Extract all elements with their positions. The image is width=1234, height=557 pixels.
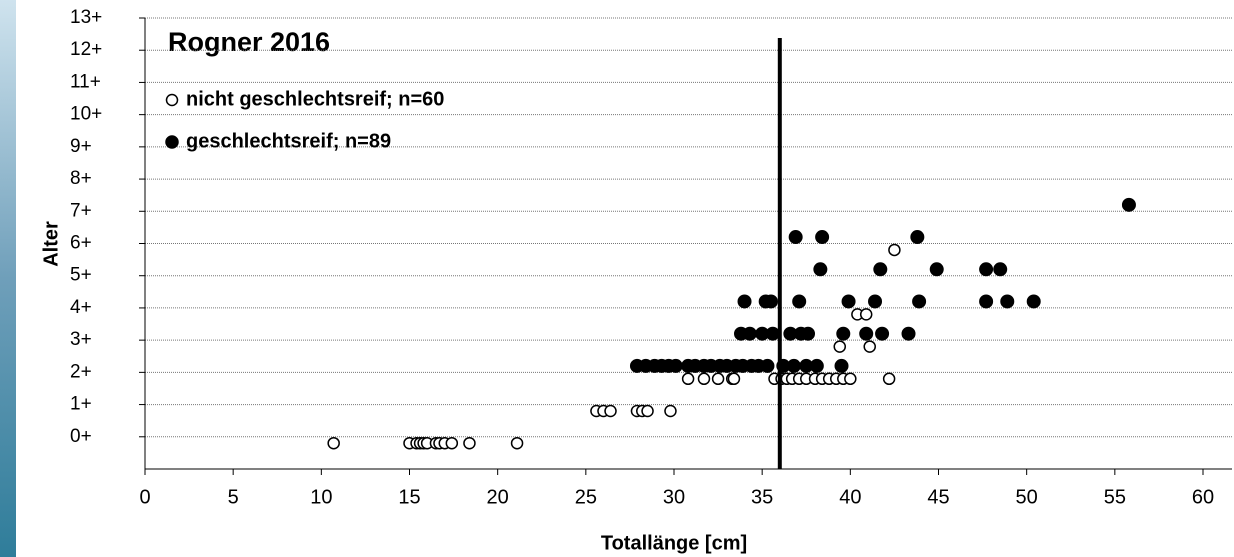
y-axis-label: Alter [40, 221, 62, 267]
y-tick-label: 10+ [70, 104, 102, 125]
point [859, 326, 874, 341]
x-tick-label: 35 [751, 486, 773, 508]
point [801, 326, 816, 341]
x-tick-label: 20 [487, 486, 509, 508]
x-tick-label: 30 [663, 486, 685, 508]
point [727, 372, 741, 386]
point [863, 340, 876, 353]
x-tick-label: 25 [575, 486, 597, 508]
point [834, 358, 849, 373]
point [882, 372, 896, 386]
point [841, 294, 856, 309]
point [786, 358, 801, 373]
y-tick-label: 13+ [70, 7, 102, 28]
y-tick-label: 6+ [70, 233, 92, 254]
point [910, 230, 925, 245]
point [327, 436, 340, 450]
y-tick-label: 9+ [70, 136, 92, 157]
point [1000, 294, 1015, 309]
point [929, 262, 944, 277]
point [604, 404, 617, 418]
point [979, 262, 994, 277]
point [510, 436, 524, 450]
x-tick-label: 5 [228, 486, 239, 508]
point [1121, 197, 1136, 212]
point [763, 294, 778, 309]
point [445, 436, 459, 450]
y-tick-label: 3+ [70, 329, 92, 350]
point [875, 326, 890, 341]
point [765, 326, 780, 341]
point [792, 294, 807, 309]
y-tick-label: 12+ [70, 39, 102, 60]
x-tick-label: 55 [1104, 486, 1126, 508]
point [788, 230, 803, 245]
point [681, 372, 695, 386]
y-tick-label: 0+ [70, 426, 92, 447]
y-tick-label: 2+ [70, 361, 92, 382]
x-tick-label: 15 [398, 486, 420, 508]
legend-label: nicht geschlechtsreif; n=60 [186, 88, 444, 110]
x-tick-label: 0 [139, 486, 150, 508]
point [873, 262, 888, 277]
point [641, 404, 654, 418]
point [809, 358, 824, 373]
point [463, 436, 476, 450]
x-tick-label: 45 [927, 486, 949, 508]
y-tick-label: 1+ [70, 394, 92, 415]
legend-marker [165, 93, 179, 107]
point [668, 358, 683, 373]
point [979, 294, 994, 309]
point [836, 326, 851, 341]
point [813, 262, 828, 277]
point [1026, 294, 1041, 309]
point [912, 294, 927, 309]
point [697, 372, 711, 386]
y-tick-label: 5+ [70, 265, 92, 286]
y-tick-label: 7+ [70, 200, 92, 221]
point [833, 340, 847, 353]
point [742, 326, 757, 341]
point [901, 326, 916, 341]
point [868, 294, 883, 309]
x-axis-label: Totallänge [cm] [601, 532, 747, 554]
x-tick-label: 60 [1192, 486, 1214, 508]
point [737, 294, 752, 309]
point [859, 308, 873, 321]
legend-label: geschlechtsreif; n=89 [186, 130, 391, 152]
y-tick-label: 4+ [70, 297, 92, 318]
chart-title: Rogner 2016 [168, 27, 330, 57]
legend-marker [165, 135, 179, 149]
point [711, 372, 725, 386]
point [888, 243, 901, 257]
photo-edge [0, 0, 16, 557]
x-tick-label: 50 [1016, 486, 1038, 508]
x-tick-label: 10 [310, 486, 332, 508]
point [844, 372, 857, 386]
x-tick-label: 40 [839, 486, 861, 508]
y-tick-label: 11+ [70, 71, 101, 92]
y-tick-label: 8+ [70, 168, 92, 189]
point [760, 358, 775, 373]
point [993, 262, 1008, 277]
point [815, 230, 830, 245]
point [664, 404, 677, 418]
